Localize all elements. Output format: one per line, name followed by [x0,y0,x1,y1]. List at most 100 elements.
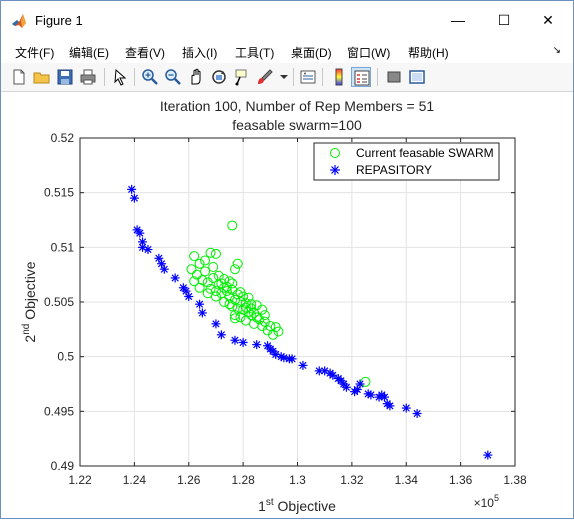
rotate-3d-icon[interactable] [209,67,229,87]
legend-icon[interactable] [351,67,371,87]
data-points [127,184,493,460]
swarm-point [235,287,246,298]
swarm-point [200,255,211,266]
new-figure-icon[interactable] [9,67,29,87]
repository-point [170,273,180,283]
colorbar-icon[interactable] [329,67,349,87]
swarm-point [229,313,240,324]
y-tick-label: 0.51 [51,240,75,254]
repository-point [287,354,297,364]
close-button[interactable]: ✕ [542,12,554,28]
repository-point [483,450,493,460]
repository-point [341,382,351,392]
pointer-icon[interactable] [110,67,130,87]
y-tick-label: 0.52 [51,131,75,145]
menu-overflow-icon[interactable]: ↘ [552,45,561,56]
swarm-point [235,297,246,307]
print-icon[interactable] [78,67,98,87]
x-tick-label: 1.26 [177,473,201,487]
x-tick-label: 1.36 [449,473,473,487]
title-bar: Figure 1 — ☐ ✕ [1,1,573,39]
swarm-point [208,262,219,273]
repository-point [211,319,221,329]
swarm-point [240,302,251,313]
swarm-point [227,220,238,231]
repository-point [181,286,191,296]
show-plot-tools-icon[interactable] [407,67,427,87]
swarm-point [229,264,240,275]
chart-subtitle: feasable swarm=100 [232,117,362,133]
minimize-button[interactable]: — [451,12,465,28]
save-icon[interactable] [55,67,75,87]
repository-point [279,353,289,363]
repository-point [197,308,207,318]
swarm-point [194,258,205,269]
repository-point [252,340,262,350]
repository-point [230,335,240,345]
brush-icon[interactable] [255,67,275,87]
repository-point [366,390,376,400]
swarm-point [227,301,238,312]
swarm-point [219,297,230,307]
data-cursor-icon[interactable] [232,67,252,87]
repository-point [298,360,308,370]
toolbar-separator [134,68,135,86]
zoom-out-icon[interactable] [163,67,183,87]
repository-point [127,184,137,194]
menu-insert[interactable]: 插入(I) [182,46,218,60]
swarm-point [232,258,243,269]
swarm-point [246,310,257,321]
menu-desktop[interactable]: 桌面(D) [291,46,332,60]
y-tick-label: 0.505 [44,295,74,309]
x-axis-exponent: ×105 [474,493,499,510]
x-tick-label: 1.34 [395,473,419,487]
repository-point [195,299,205,309]
swarm-point [216,278,227,289]
swarm-point [262,325,273,336]
legend-box [313,142,500,181]
menu-file[interactable]: 文件(F) [15,46,55,60]
repository-point [401,403,411,413]
swarm-point [186,264,197,275]
y-tick-label: 0.5 [57,350,74,364]
menu-tools[interactable]: 工具(T) [235,46,275,60]
swarm-point [243,292,254,303]
swarm-point [240,298,251,309]
repository-point [135,228,145,238]
swarm-point [208,272,219,283]
swarm-point [224,291,235,302]
pan-icon[interactable] [186,67,206,87]
repository-point [412,409,422,419]
legend-repository-label: REPASITORY [356,163,432,177]
swarm-point [194,282,205,293]
window-title: Figure 1 [35,13,83,28]
x-tick-label: 1.28 [231,473,255,487]
zoom-in-icon[interactable] [140,67,160,87]
swarm-point [238,304,249,315]
swarm-point [360,376,371,387]
menu-view[interactable]: 查看(V) [125,46,165,60]
open-file-icon[interactable] [32,67,52,87]
swarm-point [189,276,200,287]
swarm-point [210,248,221,259]
figure-toolbar [1,63,573,92]
legend[interactable]: Current feasable SWARM REPASITORY [313,142,500,181]
x-tick-label: 1.32 [340,473,364,487]
repository-point [216,330,226,340]
swarm-point [229,310,240,321]
maximize-button[interactable]: ☐ [497,12,511,28]
menu-help[interactable]: 帮助(H) [408,46,449,60]
hide-plot-tools-icon[interactable] [384,67,404,87]
swarm-point [246,303,257,314]
menu-bar: 文件(F) 编辑(E) 查看(V) 插入(I) 工具(T) 桌面(D) 窗口(W… [1,39,573,63]
menu-window[interactable]: 窗口(W) [347,46,391,60]
scatter-chart: Iteration 100, Number of Rep Members = 5… [21,98,527,514]
swarm-point [227,278,238,289]
link-icon[interactable] [298,67,318,87]
brush-dropdown-icon[interactable] [277,67,297,87]
y-tick-label: 0.495 [44,404,74,418]
x-axis-label: 1st Objective [258,497,336,514]
repository-point [129,193,139,203]
menu-edit[interactable]: 编辑(E) [69,46,109,60]
